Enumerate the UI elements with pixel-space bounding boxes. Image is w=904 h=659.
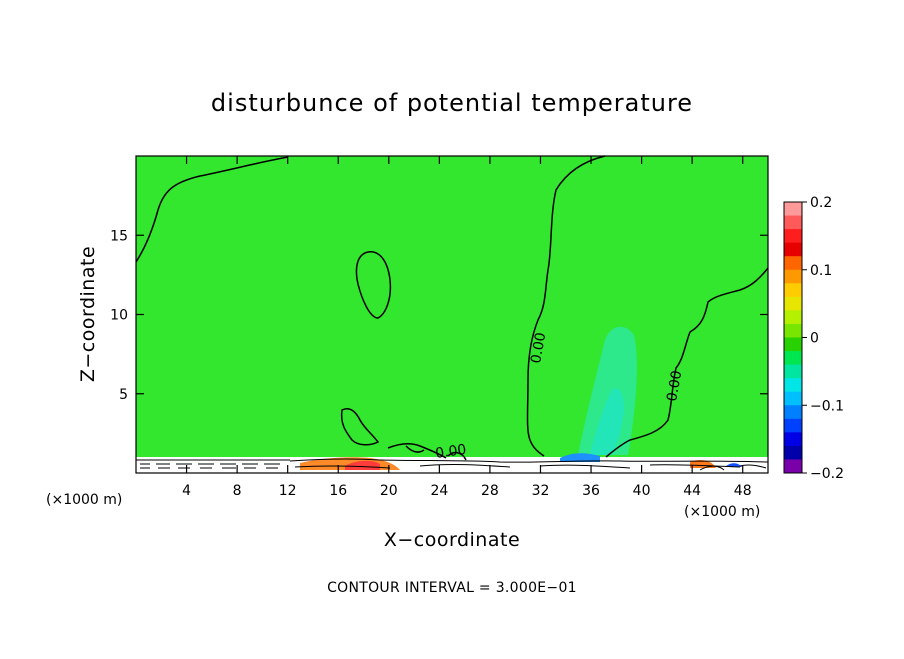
y-tick-label: 15 (110, 228, 128, 244)
colorbar-swatch (784, 445, 802, 460)
x-tick-label: 4 (182, 483, 191, 499)
x-tick-label: 40 (633, 483, 651, 499)
x-axis-label: X−coordinate (384, 529, 520, 551)
colorbar-swatch (784, 418, 802, 433)
colorbar-swatch (784, 337, 802, 352)
contour-labels: 0.00 0.00 0.00 (434, 331, 685, 462)
x-tick-label: 16 (329, 483, 347, 499)
colorbar-swatch (784, 459, 802, 474)
colorbar-swatch (784, 351, 802, 366)
x-tick-label: 20 (380, 483, 398, 499)
colorbar-swatch (784, 229, 802, 244)
colorbar-tick-label: −0.1 (810, 398, 844, 414)
x-unit-left: (×1000 m) (46, 492, 122, 508)
colorbar-swatch (784, 242, 802, 257)
colorbar-swatch (784, 405, 802, 420)
y-tick-label: 10 (110, 308, 128, 324)
x-unit-right: (×1000 m) (684, 504, 760, 520)
x-tick-label: 44 (683, 483, 701, 499)
colorbar-swatch (784, 391, 802, 406)
contour-top-left (135, 156, 289, 263)
colorbar-tick-label: 0.1 (810, 263, 832, 279)
x-tick-label: 48 (734, 483, 752, 499)
y-tick-label: 5 (119, 387, 128, 403)
chart-title: disturbunce of potential temperature (211, 89, 693, 117)
contour-label: 0.00 (528, 331, 549, 364)
colorbar-swatch (784, 215, 802, 230)
colorbar-swatch (784, 378, 802, 393)
colorbar-tick-label: 0.2 (810, 195, 832, 211)
contour-interval-note: CONTOUR INTERVAL = 3.000E−01 (327, 580, 577, 596)
contour-top-right (605, 267, 769, 458)
warm-anomaly-core (345, 460, 380, 470)
x-axis: 4 8 12 16 20 24 28 32 36 40 44 48 (182, 156, 752, 499)
colorbar-tick-label: 0 (810, 331, 819, 347)
contour-label: 0.00 (434, 442, 467, 462)
x-tick-label: 28 (481, 483, 499, 499)
contour-lines (135, 155, 769, 461)
contour-lower-left (340, 408, 380, 446)
x-tick-label: 12 (279, 483, 297, 499)
terrain-hatching (136, 458, 769, 471)
colorbar-swatch (784, 323, 802, 338)
colorbar-swatch (784, 256, 802, 271)
cold-plume-core (590, 388, 624, 455)
contour-plume-left (526, 155, 606, 457)
x-tick-label: 8 (233, 483, 242, 499)
colorbar: 0.2 0.1 0 −0.1 −0.2 (783, 195, 844, 482)
colorbar-tick-label: −0.2 (810, 466, 844, 482)
colorbar-swatch (784, 296, 802, 311)
y-axis-label: Z−coordinate (77, 246, 99, 382)
cold-anomaly-2 (725, 463, 742, 467)
colorbar-swatch (784, 432, 802, 447)
contour-low-band (387, 443, 467, 461)
plot-background (136, 156, 768, 473)
x-tick-label: 32 (532, 483, 550, 499)
x-tick-label: 24 (430, 483, 448, 499)
colorbar-swatch (784, 283, 802, 298)
colorbar-swatch (784, 269, 802, 284)
contour-island (355, 251, 392, 319)
contour-label: 0.00 (664, 369, 685, 402)
plot-area: 0.00 0.00 0.00 (135, 155, 769, 474)
colorbar-swatch (784, 202, 802, 217)
cold-anomaly (560, 453, 600, 462)
colorbar-swatch (784, 364, 802, 379)
x-tick-label: 36 (582, 483, 600, 499)
y-axis: 5 10 15 (110, 228, 768, 403)
colorbar-swatch (784, 310, 802, 325)
cold-plume (578, 326, 637, 455)
